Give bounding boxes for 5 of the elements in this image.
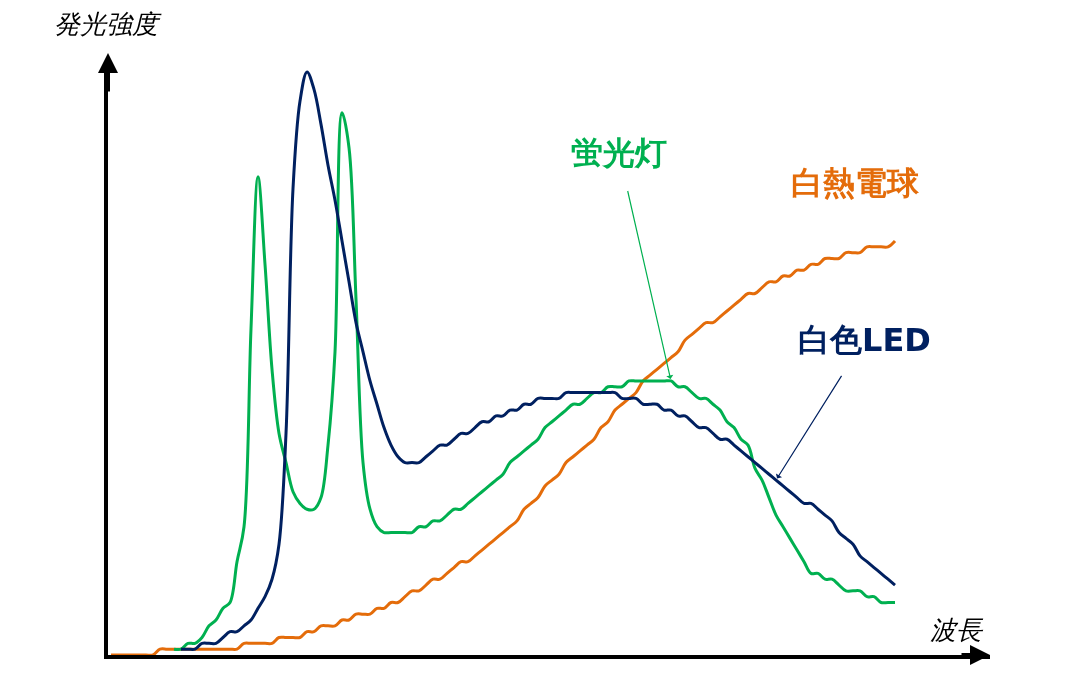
x-axis-title: 波長 xyxy=(930,615,984,645)
y-axis-title: 発光強度 xyxy=(54,9,162,39)
text: 白色LED xyxy=(798,321,931,359)
text: 蛍光灯 xyxy=(571,134,667,172)
series-label: 白熱電球 xyxy=(791,164,920,202)
